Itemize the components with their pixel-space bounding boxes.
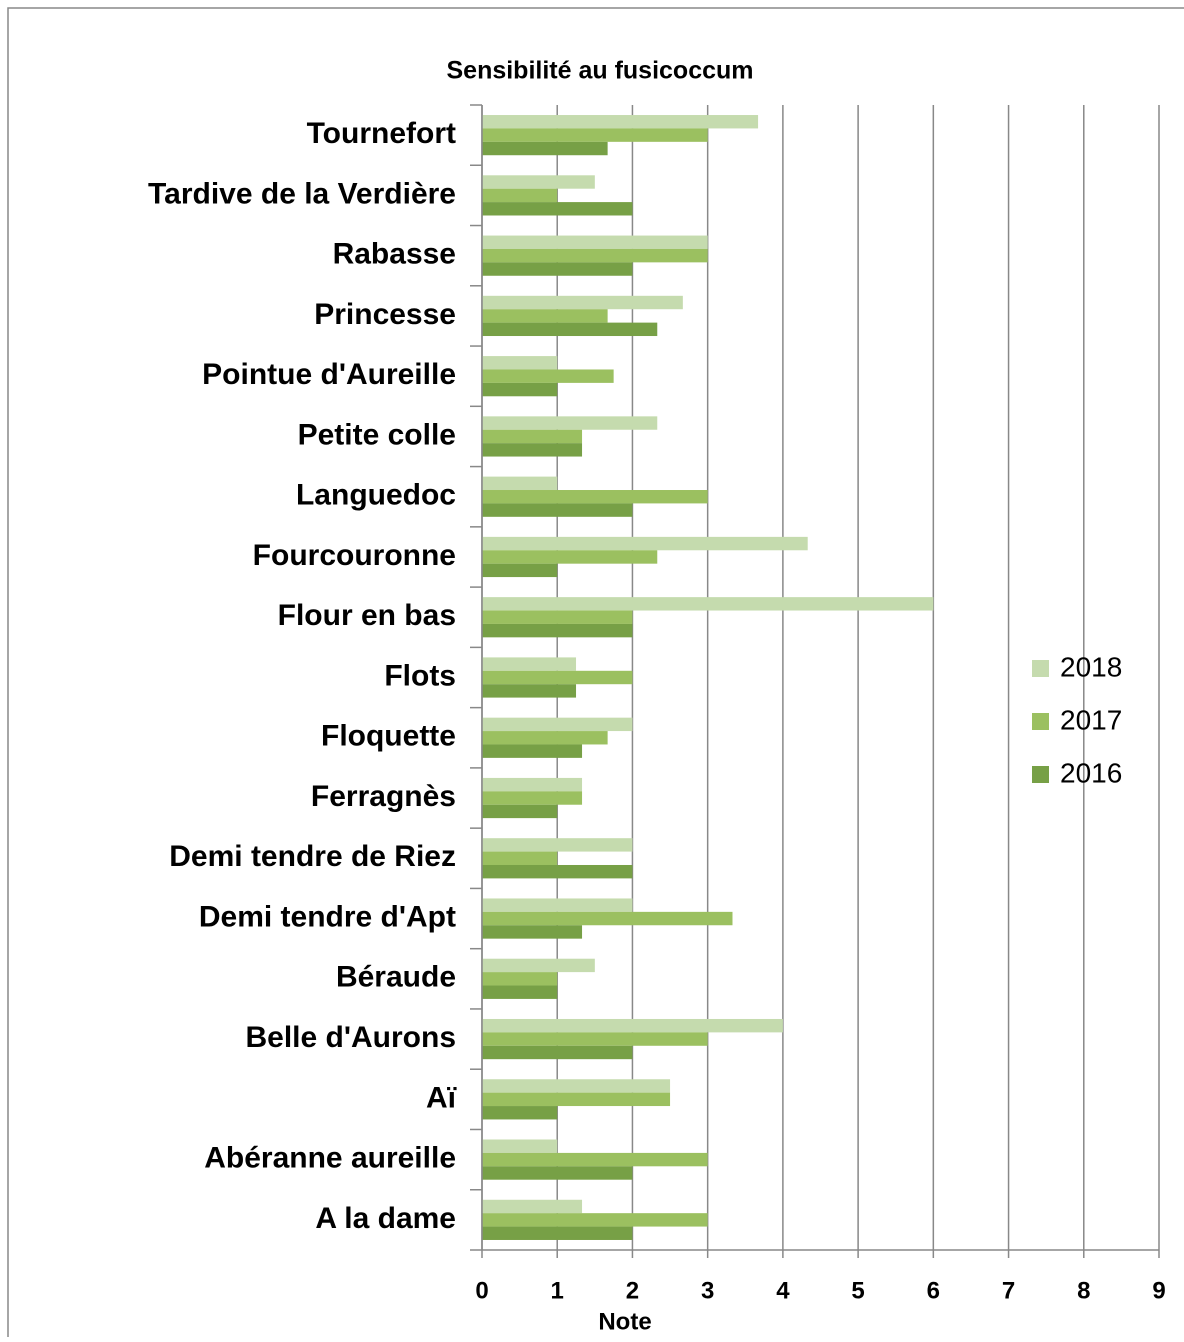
bar bbox=[482, 262, 633, 276]
bar bbox=[482, 563, 558, 578]
bar bbox=[482, 416, 658, 430]
x-tick-label: 7 bbox=[1002, 1277, 1015, 1304]
y-tick-label: Abéranne aureille bbox=[204, 1142, 456, 1175]
bar bbox=[482, 248, 708, 263]
y-tick-label: Belle d'Aurons bbox=[246, 1021, 457, 1054]
bar bbox=[482, 175, 595, 189]
bar bbox=[482, 1032, 708, 1046]
bar bbox=[482, 670, 633, 685]
bar bbox=[482, 597, 934, 611]
legend-swatch bbox=[1032, 660, 1049, 677]
bar bbox=[482, 429, 583, 444]
bar bbox=[482, 202, 633, 216]
bar bbox=[482, 503, 633, 517]
bar bbox=[482, 536, 808, 551]
x-tick-label: 2 bbox=[626, 1277, 639, 1304]
bar bbox=[482, 1213, 708, 1227]
bar bbox=[482, 295, 683, 310]
bar bbox=[482, 1106, 558, 1120]
bar bbox=[482, 985, 558, 999]
bar bbox=[482, 898, 633, 912]
bar bbox=[482, 610, 633, 624]
y-tick-label: Demi tendre d'Apt bbox=[199, 900, 456, 933]
x-tick-label: 9 bbox=[1152, 1277, 1165, 1304]
bar bbox=[482, 744, 583, 758]
y-tick-label: Aï bbox=[426, 1081, 457, 1114]
y-tick-label: Béraude bbox=[336, 961, 456, 994]
x-tick-label: 0 bbox=[475, 1277, 488, 1304]
legend-swatch bbox=[1032, 713, 1049, 730]
y-tick-label: Flour en bas bbox=[278, 599, 456, 632]
bar bbox=[482, 731, 608, 745]
bar bbox=[482, 141, 608, 156]
x-tick-label: 6 bbox=[927, 1277, 940, 1304]
bar bbox=[482, 188, 558, 203]
bar bbox=[482, 864, 633, 879]
bar bbox=[482, 684, 577, 698]
bar bbox=[482, 476, 558, 491]
bar bbox=[482, 550, 658, 564]
bar bbox=[482, 972, 558, 986]
x-tick-label: 3 bbox=[701, 1277, 714, 1304]
y-tick-label: Petite colle bbox=[298, 418, 456, 451]
y-tick-label: Pointue d'Aureille bbox=[202, 358, 456, 391]
bar bbox=[482, 490, 708, 504]
bar bbox=[482, 369, 614, 383]
bar bbox=[482, 356, 558, 370]
bar bbox=[482, 443, 583, 457]
bar bbox=[482, 1139, 558, 1153]
x-tick-label: 8 bbox=[1077, 1277, 1090, 1304]
y-tick-label: Demi tendre de Riez bbox=[169, 840, 456, 873]
bar bbox=[482, 1166, 633, 1180]
y-tick-label: Languedoc bbox=[296, 479, 456, 512]
bar bbox=[482, 623, 633, 638]
bar bbox=[482, 958, 595, 973]
y-tick-label: Tournefort bbox=[307, 117, 456, 150]
bar bbox=[482, 657, 577, 671]
legend-label: 2017 bbox=[1060, 704, 1122, 735]
bar bbox=[482, 1226, 633, 1240]
bar bbox=[482, 309, 608, 323]
x-tick-label: 1 bbox=[551, 1277, 564, 1304]
legend-label: 2018 bbox=[1060, 651, 1122, 682]
y-tick-label: A la dame bbox=[315, 1202, 456, 1235]
bar bbox=[482, 1092, 671, 1107]
bar bbox=[482, 235, 708, 249]
bar bbox=[482, 804, 558, 819]
bar bbox=[482, 717, 633, 732]
bar bbox=[482, 1199, 583, 1214]
bar bbox=[482, 1079, 671, 1093]
bar bbox=[482, 925, 583, 939]
legend-swatch bbox=[1032, 766, 1049, 783]
bar bbox=[482, 322, 658, 337]
x-tick-label: 5 bbox=[851, 1277, 864, 1304]
chart-title: Sensibilité au fusicoccum bbox=[446, 57, 753, 85]
x-axis-label: Note bbox=[598, 1308, 651, 1335]
bar bbox=[482, 1018, 783, 1033]
bar bbox=[482, 777, 583, 792]
legend-label: 2016 bbox=[1060, 757, 1122, 788]
y-tick-label: Ferragnès bbox=[311, 780, 456, 813]
y-tick-label: Tardive de la Verdière bbox=[148, 177, 456, 210]
y-tick-label: Rabasse bbox=[333, 238, 456, 271]
y-tick-label: Princesse bbox=[314, 298, 456, 331]
y-tick-label: Floquette bbox=[321, 720, 456, 753]
bar bbox=[482, 838, 633, 852]
bar bbox=[482, 1045, 633, 1060]
x-tick-label: 4 bbox=[776, 1277, 790, 1304]
y-tick-label: Fourcouronne bbox=[253, 539, 456, 572]
bar bbox=[482, 128, 708, 142]
bar bbox=[482, 1152, 708, 1167]
bar bbox=[482, 115, 759, 129]
bar bbox=[482, 382, 558, 397]
bar bbox=[482, 851, 558, 865]
bar bbox=[482, 911, 733, 926]
y-tick-label: Flots bbox=[384, 659, 456, 692]
bar bbox=[482, 791, 583, 805]
